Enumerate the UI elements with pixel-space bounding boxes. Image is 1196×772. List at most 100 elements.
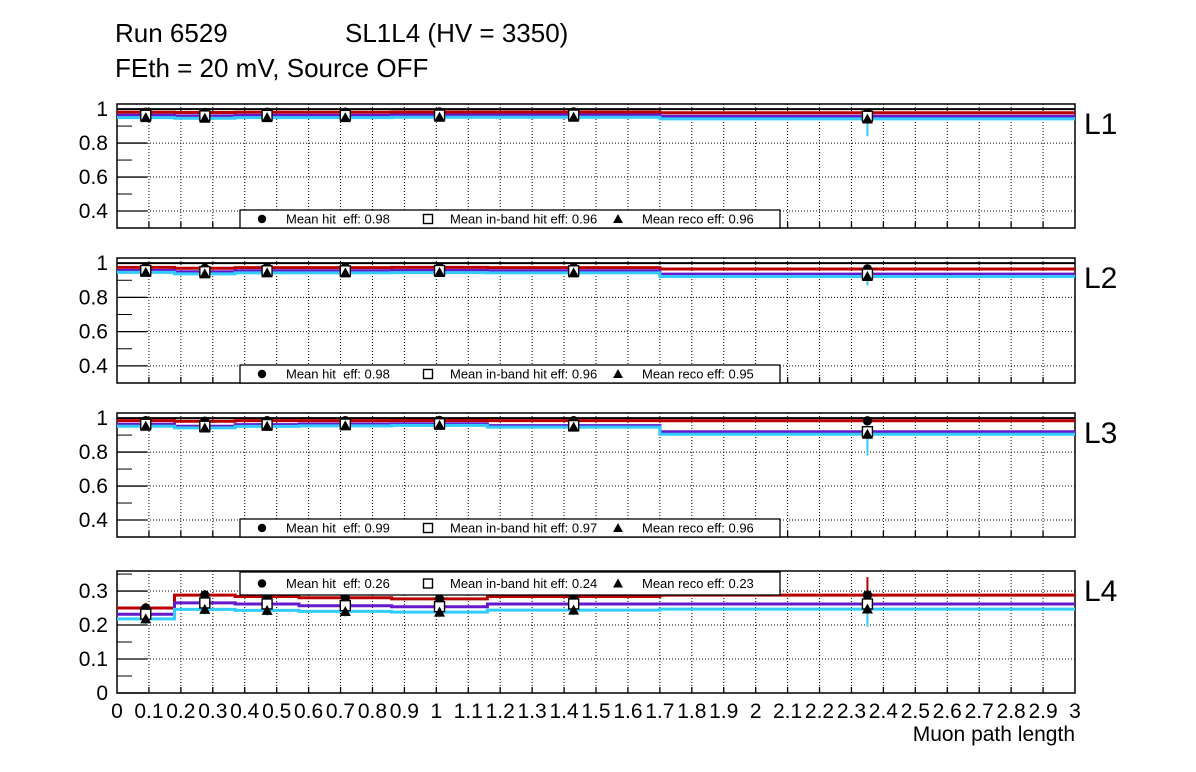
y-tick-label: 0.2 bbox=[79, 614, 108, 637]
x-tick-label: 2.7 bbox=[965, 700, 994, 723]
x-axis-labels: 0 0.1 0.2 0.3 0.4 0.5 0.6 0.7 0.8 0.9 1 1.1 1.2 1.3 1.… bbox=[111, 700, 1081, 746]
series-line-hit bbox=[117, 265, 1075, 271]
marker-filled-triangle bbox=[339, 112, 351, 123]
marker-filled-triangle bbox=[434, 419, 446, 430]
y-tick-label: 1 bbox=[96, 252, 108, 275]
x-tick-label: 1.7 bbox=[645, 700, 674, 723]
legend-entry-label: Mean hit eff: 0.98 bbox=[286, 212, 390, 227]
legend-marker-open-square bbox=[422, 368, 434, 380]
marker-filled-triangle bbox=[861, 113, 873, 124]
legend-entry-label: Mean reco eff: 0.23 bbox=[642, 576, 754, 591]
marker-filled-triangle bbox=[568, 421, 580, 432]
panel-label-L4: L4 bbox=[1084, 575, 1117, 608]
markers-L2 bbox=[140, 262, 874, 281]
marker-filled-triangle bbox=[261, 420, 273, 431]
series-line-reco bbox=[117, 115, 1075, 121]
marker-filled-triangle bbox=[568, 267, 580, 278]
legend-entry-label: Mean in-band hit eff: 0.97 bbox=[450, 521, 597, 536]
y-tick-label: 0.1 bbox=[79, 648, 108, 671]
legend-box bbox=[239, 209, 781, 229]
marker-filled-triangle bbox=[199, 112, 211, 123]
marker-filled-triangle bbox=[261, 112, 273, 123]
x-tick-label: 2.4 bbox=[869, 700, 899, 723]
x-tick-label: 1.3 bbox=[518, 700, 547, 723]
legend-entry-label: Mean in-band hit eff: 0.96 bbox=[450, 367, 597, 382]
legend-entry-label: Mean in-band hit eff: 0.24 bbox=[450, 576, 597, 591]
x-tick-label: 0.7 bbox=[326, 700, 355, 723]
x-tick-label: 2.9 bbox=[1028, 700, 1057, 723]
panel-label-L1: L1 bbox=[1084, 108, 1117, 141]
x-tick-label: 1.6 bbox=[613, 700, 642, 723]
y-tick-label: 0.6 bbox=[79, 321, 108, 344]
marker-filled-circle bbox=[862, 590, 873, 600]
x-axis-title: Muon path length bbox=[913, 723, 1075, 746]
legend-box bbox=[239, 518, 781, 538]
y-tick-label: 0.6 bbox=[79, 166, 108, 189]
legend-entry-label: Mean hit eff: 0.99 bbox=[286, 521, 390, 536]
legend-marker-filled-triangle bbox=[613, 369, 623, 379]
run-title: Run 6529 bbox=[115, 18, 228, 48]
series-line-reco bbox=[117, 270, 1075, 278]
marker-filled-triangle bbox=[434, 267, 446, 278]
markers-L4 bbox=[140, 590, 874, 624]
y-tick-label: 1 bbox=[96, 98, 108, 121]
marker-filled-triangle bbox=[339, 605, 351, 616]
x-tick-label: 0.9 bbox=[390, 700, 419, 723]
marker-filled-triangle bbox=[199, 603, 211, 614]
marker-filled-triangle bbox=[199, 268, 211, 279]
legend-L4: Mean hit eff: 0.26 Mean in-band hit eff: … bbox=[239, 571, 781, 596]
legend-marker-filled-triangle bbox=[613, 214, 623, 224]
legend-box bbox=[239, 364, 781, 384]
detector-title: SL1L4 (HV = 3350) bbox=[345, 18, 569, 48]
markers-L3 bbox=[140, 415, 874, 439]
legend-marker-open-square bbox=[422, 213, 434, 225]
x-tick-label: 2.5 bbox=[901, 700, 930, 723]
series-line-hit bbox=[117, 419, 1075, 423]
x-tick-label: 0.2 bbox=[166, 700, 195, 723]
y-tick-label: 0.8 bbox=[79, 132, 108, 155]
frame-L1 bbox=[116, 103, 1076, 229]
marker-filled-triangle bbox=[339, 420, 351, 431]
legend-entry-label: Mean reco eff: 0.95 bbox=[642, 367, 754, 382]
x-tick-label: 0.1 bbox=[134, 700, 163, 723]
x-tick-label: 1.2 bbox=[486, 700, 515, 723]
marker-filled-triangle bbox=[261, 267, 273, 278]
x-tick-label: 0.5 bbox=[262, 700, 291, 723]
x-tick-label: 2.2 bbox=[805, 700, 834, 723]
y-tick-label: 0.4 bbox=[79, 355, 109, 378]
legend-marker-filled-circle bbox=[257, 579, 267, 588]
marker-filled-triangle bbox=[339, 267, 351, 278]
legend-marker-filled-circle bbox=[257, 523, 267, 533]
marker-filled-triangle bbox=[434, 111, 446, 122]
y-tick-label: 0.3 bbox=[79, 580, 108, 603]
marker-filled-triangle bbox=[861, 603, 873, 614]
x-tick-label: 0.3 bbox=[198, 700, 227, 723]
x-tick-label: 1.4 bbox=[549, 700, 579, 723]
x-tick-label: 0.8 bbox=[358, 700, 387, 723]
legend-marker-filled-triangle bbox=[613, 578, 623, 588]
legend-L3: Mean hit eff: 0.99 Mean in-band hit eff: … bbox=[239, 518, 781, 538]
legend-box bbox=[239, 571, 781, 596]
marker-filled-triangle bbox=[140, 112, 152, 123]
x-tick-label: 2.6 bbox=[933, 700, 962, 723]
conditions-title: FEth = 20 mV, Source OFF bbox=[115, 53, 429, 83]
panel-L2: Mean hit eff: 0.98 Mean in-band hit eff: … bbox=[79, 252, 1117, 384]
marker-filled-triangle bbox=[199, 422, 211, 433]
legend-marker-filled-circle bbox=[257, 369, 267, 379]
x-tick-label: 2.8 bbox=[997, 700, 1026, 723]
marker-filled-circle bbox=[862, 416, 873, 426]
x-tick-label: 0 bbox=[111, 700, 123, 723]
marker-filled-triangle bbox=[568, 111, 580, 122]
marker-filled-triangle bbox=[261, 604, 273, 615]
legend-marker-open-square bbox=[422, 578, 434, 589]
marker-filled-triangle bbox=[434, 606, 446, 617]
x-tick-label: 1.9 bbox=[709, 700, 738, 723]
marker-filled-triangle bbox=[861, 270, 873, 281]
panel-L1: Mean hit eff: 0.98 Mean in-band hit eff: … bbox=[79, 98, 1117, 229]
x-tick-label: 1.8 bbox=[677, 700, 706, 723]
series-line-hit bbox=[117, 110, 1075, 115]
markers-L1 bbox=[140, 107, 874, 124]
x-tick-label: 1.5 bbox=[581, 700, 610, 723]
x-tick-label: 0.6 bbox=[294, 700, 323, 723]
